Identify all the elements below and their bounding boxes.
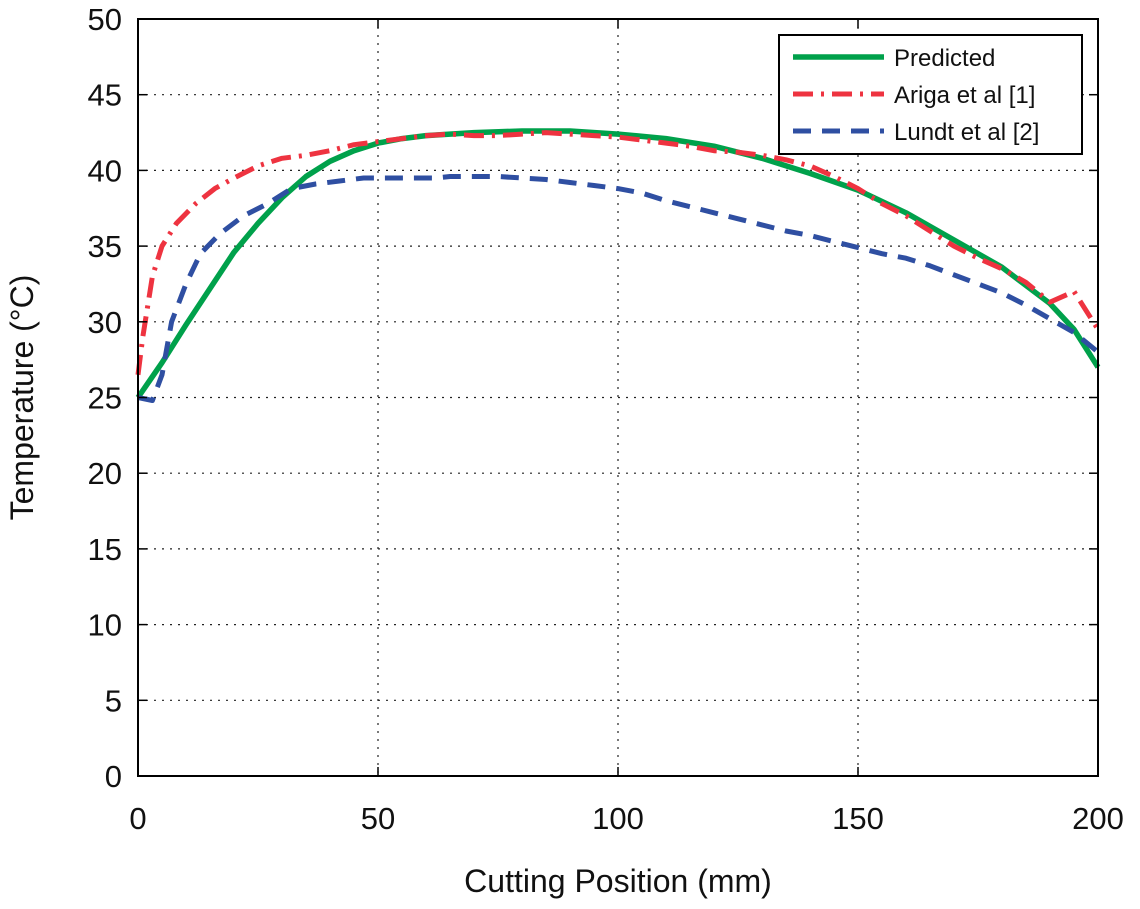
y-axis-label: Temperature (°C) [4, 275, 40, 521]
x-tick-label: 150 [832, 801, 884, 836]
y-tick-label: 40 [88, 153, 122, 188]
x-tick-label: 50 [361, 801, 395, 836]
y-tick-label: 15 [88, 532, 122, 567]
axis-ticks [137, 18, 1099, 777]
y-tick-label: 45 [88, 78, 122, 113]
series-line-ariga-et-al-1 [135, 130, 1101, 376]
y-tick-label: 30 [88, 305, 122, 340]
x-tick-label: 0 [129, 801, 146, 836]
x-tick-label: 200 [1072, 801, 1124, 836]
y-tick-label: 35 [88, 229, 122, 264]
y-tick-labels: 0 5 10 15 20 25 30 35 40 45 50 [88, 2, 122, 794]
legend-label: Ariga et al [1] [894, 82, 1035, 109]
series-line-lundt-et-al-2 [137, 174, 1100, 403]
legend-label: Lundt et al [2] [894, 119, 1039, 146]
x-tick-labels: 0 50 100 150 200 [129, 801, 1123, 836]
y-tick-label: 20 [88, 456, 122, 491]
legend: Predicted Ariga et al [1] Lundt et al [2] [778, 34, 1083, 155]
series-line-predicted [135, 128, 1101, 400]
legend-label: Predicted [894, 45, 995, 72]
y-tick-label: 10 [88, 608, 122, 643]
x-axis-label: Cutting Position (mm) [464, 863, 772, 899]
grid-lines [138, 19, 1098, 776]
y-tick-label: 5 [105, 683, 122, 718]
y-tick-label: 0 [105, 759, 122, 794]
y-tick-label: 50 [88, 2, 122, 37]
x-tick-label: 100 [592, 801, 644, 836]
series-lines [135, 128, 1101, 403]
y-tick-label: 25 [88, 381, 122, 416]
